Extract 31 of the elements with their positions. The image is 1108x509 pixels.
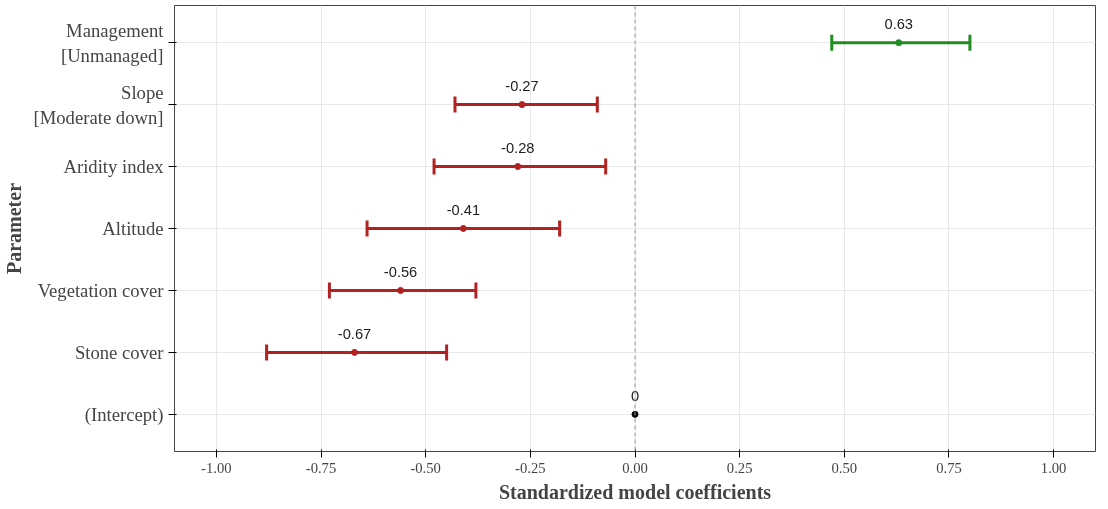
y-axis-title: Parameter [3, 182, 26, 275]
y-tick-label: Stone cover [74, 341, 165, 363]
x-tick-label: 0.25 [726, 459, 753, 476]
data-label: -0.67 [337, 325, 372, 342]
data-label: -0.56 [383, 263, 418, 280]
x-tick-label: -0.75 [305, 459, 337, 476]
point [514, 163, 522, 171]
data-label: -0.27 [505, 77, 539, 94]
y-tick-label: Management [Unmanaged] [60, 19, 165, 66]
x-tick-label: 0.00 [622, 459, 648, 476]
x-tick-label: 0.75 [936, 459, 962, 476]
y-tick-label: Aridity index [63, 156, 165, 178]
point [397, 286, 405, 294]
data-label: 0 [630, 387, 640, 404]
x-tick-label: 0.50 [831, 459, 858, 476]
x-axis-title: Standardized model coefficients [498, 480, 772, 503]
y-tick-label: Altitude [102, 218, 164, 239]
point [351, 348, 359, 356]
x-tick-label: 1.00 [1040, 459, 1067, 476]
x-tick-label: -0.25 [515, 459, 546, 476]
data-label: -0.41 [446, 201, 481, 218]
data-label: -0.28 [501, 139, 535, 156]
point [459, 225, 467, 232]
point [518, 101, 526, 109]
data-label: 0.63 [884, 16, 914, 33]
y-tick-label: (Intercept) [84, 403, 164, 426]
y-tick-label: Slope [Moderate down] [33, 81, 164, 128]
point [895, 39, 903, 47]
x-tick-label: -1.00 [201, 459, 232, 476]
x-tick-label: -0.50 [410, 459, 441, 476]
y-tick-label: Vegetation cover [37, 279, 165, 301]
